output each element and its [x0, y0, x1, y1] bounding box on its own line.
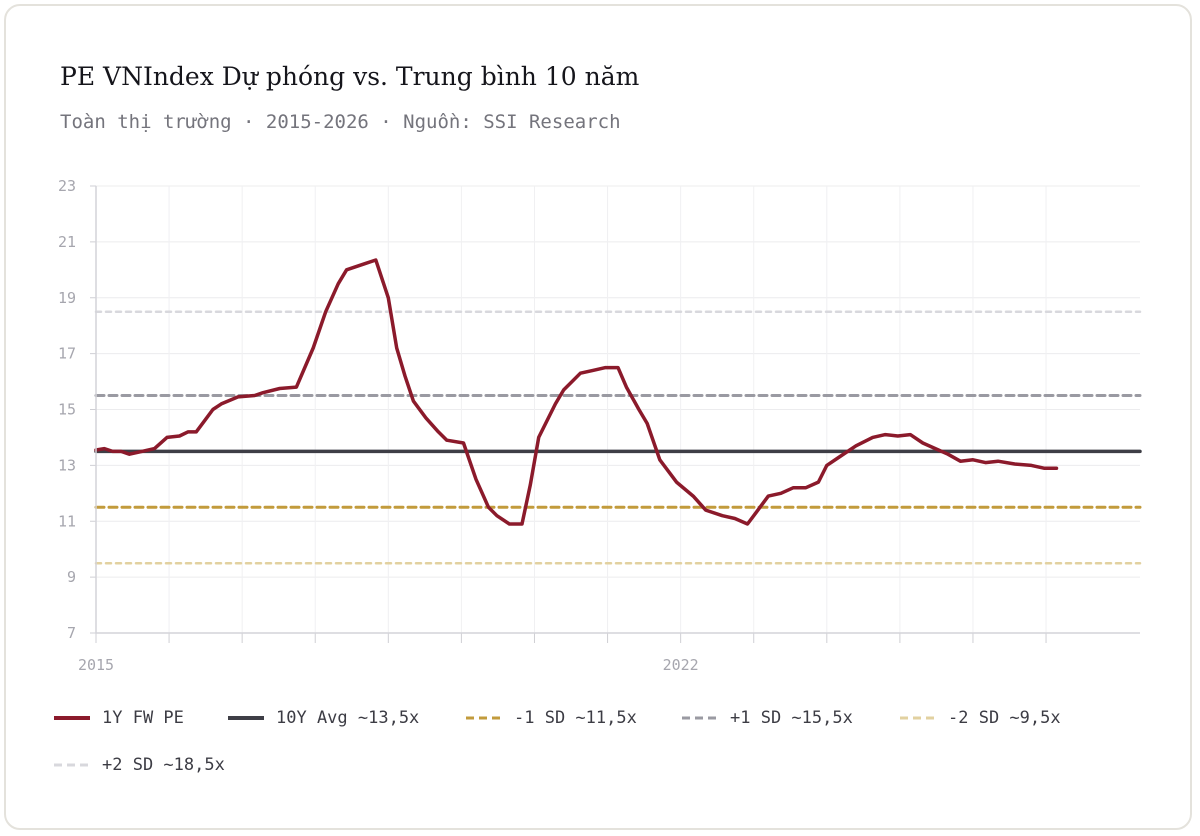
legend-item-plus-1-sd[interactable]: +1 SD ~15,5x — [682, 705, 853, 731]
x-tick-label: 2015 — [78, 656, 114, 674]
legend-label: -2 SD ~9,5x — [948, 708, 1061, 728]
chart-subtitle: Toàn thị trường · 2015-2026 · Nguồn: SSI… — [60, 111, 621, 133]
legend-swatch — [466, 716, 502, 720]
legend-label: 1Y FW PE — [102, 708, 184, 728]
chart-grid — [95, 185, 1140, 634]
legend-item-plus-2-sd[interactable]: +2 SD ~18,5x — [54, 752, 225, 778]
legend-item-1y-fw-pe[interactable]: 1Y FW PE — [54, 705, 184, 731]
legend-item-10y-avg[interactable]: 10Y Avg ~13,5x — [228, 705, 419, 731]
legend-swatch — [54, 763, 90, 767]
legend-label: 10Y Avg ~13,5x — [276, 708, 420, 728]
x-tick-label: 2022 — [663, 656, 699, 674]
y-tick-label: 7 — [67, 624, 76, 642]
y-tick-label: 21 — [58, 233, 76, 251]
legend-label: +1 SD ~15,5x — [730, 708, 853, 728]
y-tick-label: 15 — [58, 401, 76, 419]
legend-swatch — [900, 716, 936, 720]
reference-lines — [94, 310, 1142, 565]
legend-label: +2 SD ~18,5x — [102, 755, 225, 775]
legend-item-minus-2-sd[interactable]: -2 SD ~9,5x — [900, 705, 1061, 731]
series-line-1y-fw-pe — [94, 258, 1059, 526]
chart-card: PE VNIndex Dự phóng vs. Trung bình 10 nă… — [4, 4, 1192, 830]
chart-axes: 7 9 11 13 15 17 19 21 23 2015 2022 — [58, 177, 1140, 674]
legend-swatch — [682, 716, 718, 720]
y-tick-label: 13 — [58, 456, 76, 474]
y-tick-label: 11 — [58, 512, 76, 530]
y-tick-label: 17 — [58, 345, 76, 363]
legend-item-minus-1-sd[interactable]: -1 SD ~11,5x — [466, 705, 637, 731]
y-tick-label: 9 — [67, 568, 76, 586]
legend-swatch — [54, 716, 90, 720]
legend-swatch — [228, 716, 264, 720]
chart-series — [94, 258, 1059, 526]
y-tick-label: 19 — [58, 289, 76, 307]
legend-label: -1 SD ~11,5x — [514, 708, 637, 728]
y-tick-label: 23 — [58, 177, 76, 195]
chart-title: PE VNIndex Dự phóng vs. Trung bình 10 nă… — [60, 62, 640, 91]
